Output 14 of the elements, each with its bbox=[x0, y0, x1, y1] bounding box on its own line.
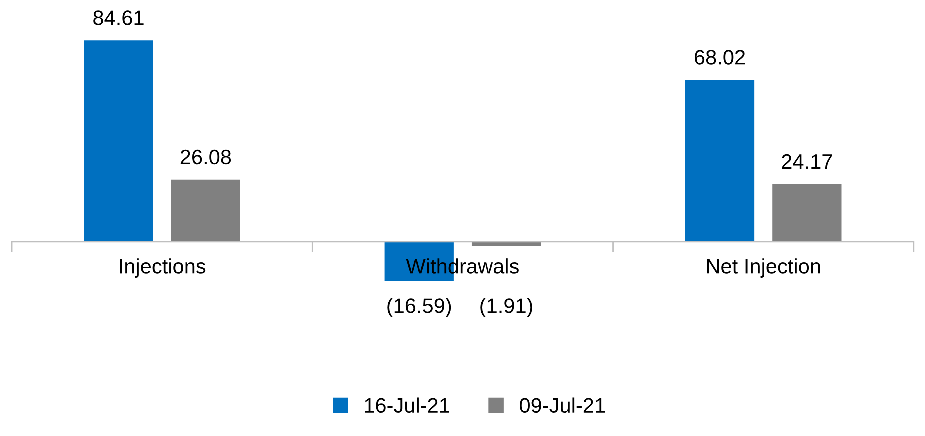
x-tick-label: Net Injection bbox=[707, 258, 820, 278]
legend-label: 09-Jul-21 bbox=[520, 398, 606, 414]
data-label: 68.02 bbox=[694, 50, 746, 65]
bar bbox=[685, 80, 755, 242]
bar bbox=[171, 180, 240, 242]
bar bbox=[84, 40, 154, 242]
data-label: (16.59) bbox=[388, 298, 452, 318]
data-label: 24.17 bbox=[782, 154, 832, 169]
legend-label: 16-Jul-21 bbox=[365, 398, 450, 414]
data-label: 84.61 bbox=[94, 10, 144, 26]
data-label: 26.08 bbox=[180, 150, 232, 165]
bar bbox=[772, 184, 842, 242]
x-tick-label: Injections bbox=[120, 258, 206, 278]
data-label: (1.91) bbox=[480, 298, 532, 318]
